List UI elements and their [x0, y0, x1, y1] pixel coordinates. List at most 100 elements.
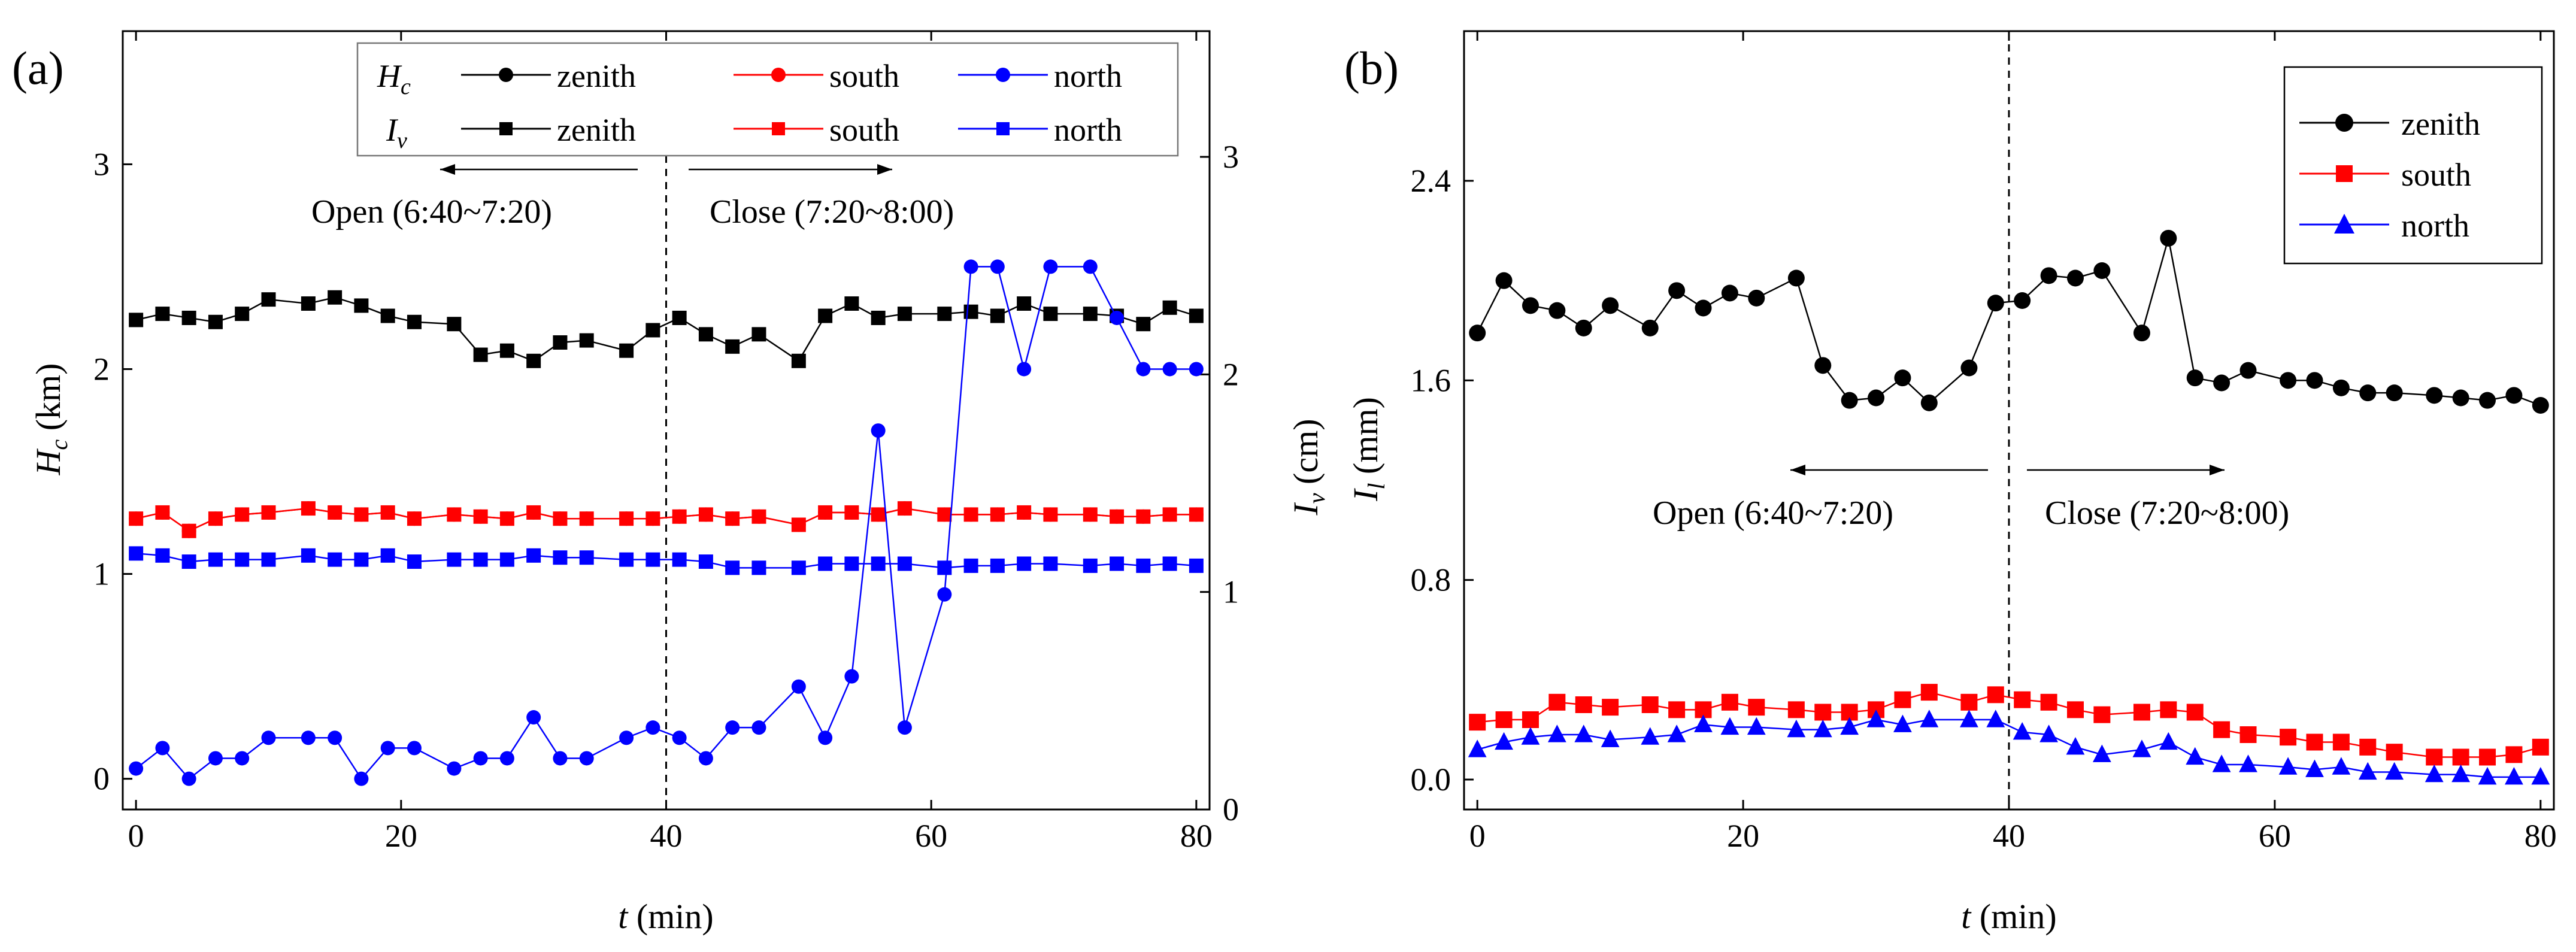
panel-a-close-arrow [689, 164, 892, 175]
panel-a-north-circle-point [407, 741, 422, 756]
panel-b-legend-south-label: south [2401, 157, 2471, 193]
panel-a-legend: Hc Iv zenith south north zenith south no… [356, 42, 1179, 157]
panel-b-north-triangle-point [2505, 767, 2523, 785]
panel-b-north-triangle-point [2013, 722, 2032, 740]
panel-b-zenith-circle-point [2452, 389, 2469, 407]
panel-a-north-square-point [1043, 556, 1058, 571]
panel-b-zenith-circle-point [1602, 297, 1619, 314]
panel-b-zenith-circle-point [1668, 282, 1686, 299]
panel-b-south-square-point [1548, 693, 1566, 711]
panel-b-y-tick-label: 0.8 [1411, 562, 1451, 598]
panel-a-zenith-square-point [447, 317, 462, 332]
panel-b-zenith-circle-point [2280, 372, 2297, 389]
panel-a-zenith-square-point [1043, 307, 1058, 322]
panel-a-north-square-point [473, 552, 488, 567]
panel-a-zenith-square-point [871, 310, 886, 325]
panel-b-north-triangle-point [2531, 767, 2550, 785]
panel-a-north-circle-point [1110, 310, 1125, 325]
panel-b-south-square-point [2452, 748, 2469, 766]
panel-a-close-label: Close (7:20~8:00) [710, 193, 954, 231]
panel-a-north-circle-point [526, 710, 541, 725]
panel-b-north-triangle-point [2212, 754, 2231, 772]
panel-a-zenith-square-point [261, 292, 276, 307]
panel-a-north-circle-point [937, 587, 952, 602]
panel-a-north-circle-point [818, 730, 833, 745]
panel-a-zenith-square-point [897, 307, 912, 322]
panel-a-north-square-point [579, 550, 594, 565]
panel-b-south-square-point [1721, 693, 1738, 711]
panel-a-south-square-point [261, 505, 276, 520]
panel-b-south-square-point [1787, 701, 1805, 718]
panel-a-north-circle-point [579, 751, 594, 766]
panel-b-north-triangle-point [1960, 710, 1978, 727]
panel-a-legend-south-circle-marker [771, 68, 786, 82]
panel-b-north-triangle-point [1641, 727, 1660, 745]
panel-a-south-square-point [1136, 509, 1151, 524]
panel-b-x-tick-label: 80 [2525, 818, 2557, 854]
panel-b-south-square-point [1575, 696, 1592, 713]
panel-b-south-square-point [1495, 711, 1513, 728]
panel-a-x-tick-label: 40 [650, 818, 683, 854]
panel-b-south-square-point [2332, 733, 2350, 751]
panel-b-south-square-point [2426, 748, 2443, 766]
panel-a-zenith-square-point [1083, 307, 1098, 322]
panel-b-north-triangle-point [2239, 754, 2257, 772]
panel-b-zenith-circle-point [2040, 267, 2057, 284]
panel-a-left-y-tick-label: 3 [93, 146, 110, 182]
panel-a-south-square-point [553, 511, 568, 526]
panel-a-legend-south-label: south [829, 58, 899, 94]
panel-b-south-square-point [1602, 699, 1619, 716]
panel-a-south-square-point [791, 517, 806, 532]
panel-a-north-circle-point [181, 771, 196, 786]
panel-a-north-square-point [990, 558, 1005, 573]
panel-b-south-square-point [1748, 699, 1765, 716]
panel-b-legend-zenith-label: zenith [2401, 106, 2480, 142]
panel-a-north-square-point [791, 560, 806, 575]
panel-a-north-circle-point [354, 771, 369, 786]
panel-a-north-circle-point [447, 761, 462, 776]
panel-a-south-square-point [1189, 507, 1204, 522]
panel-a-north-circle-point [1162, 362, 1177, 377]
panel-a-zenith-square-point [1162, 300, 1177, 315]
panel-b-zenith-circle-point [2386, 384, 2403, 402]
panel-b-south-square-point [2186, 704, 2204, 721]
panel-b-north-triangle-point [2425, 764, 2444, 783]
panel-a-zenith-square-point [328, 290, 343, 305]
panel-a-north-circle-point [871, 423, 886, 438]
panel-b-north-triangle-point [1893, 714, 1912, 732]
panel-b-north-triangle-point [1986, 710, 2005, 727]
panel-a-south-square-point [963, 507, 978, 522]
panel-b-legend-zenith-marker [2335, 114, 2353, 132]
panel-b-zenith-circle-point [2239, 362, 2257, 379]
panel-a-north-circle-point [725, 720, 740, 735]
panel-a-south-square-point [380, 505, 395, 520]
panel-a-north-circle-point [698, 751, 713, 766]
panel-a-south-square-point [155, 505, 170, 520]
panel-a-north-square-point [129, 546, 144, 561]
panel-a-zenith-square-point [672, 310, 687, 325]
panel-a-north-circle-point [1083, 259, 1098, 274]
panel-b-zenith-circle-point [2479, 392, 2496, 409]
panel-a-x-axis-title: t (min) [618, 897, 713, 936]
panel-b-zenith-circle-point [2505, 387, 2523, 404]
panel-a-north-circle-point [328, 730, 343, 745]
panel-a-south-square-point [301, 501, 316, 516]
panel-a-north-square-point [725, 560, 740, 575]
panel-a-north-square-point [447, 552, 462, 567]
panel-b-zenith-circle-point [2332, 379, 2350, 396]
panel-a-south-square-point [181, 523, 196, 538]
panel-b-south-square-point [2040, 693, 2057, 711]
panel-b-north-triangle-point [2278, 757, 2298, 775]
panel-a-south-square-point [526, 505, 541, 520]
panel-a-north-circle-point [672, 730, 687, 745]
panel-a-north-square-point [1083, 558, 1098, 573]
panel-a-south-square-point [818, 505, 833, 520]
panel-a-north-circle-point [844, 669, 859, 684]
panel-b-north-triangle-point [1468, 739, 1487, 757]
panel-b-zenith-circle-point [1548, 302, 1566, 319]
panel-a-zenith-square-point [235, 307, 250, 322]
panel-a-north-circle-point [1017, 362, 1032, 377]
panel-a-north-square-point [407, 554, 422, 569]
panel-a-x-tick-label: 80 [1180, 818, 1213, 854]
panel-a-zenith-square-point [473, 347, 488, 362]
